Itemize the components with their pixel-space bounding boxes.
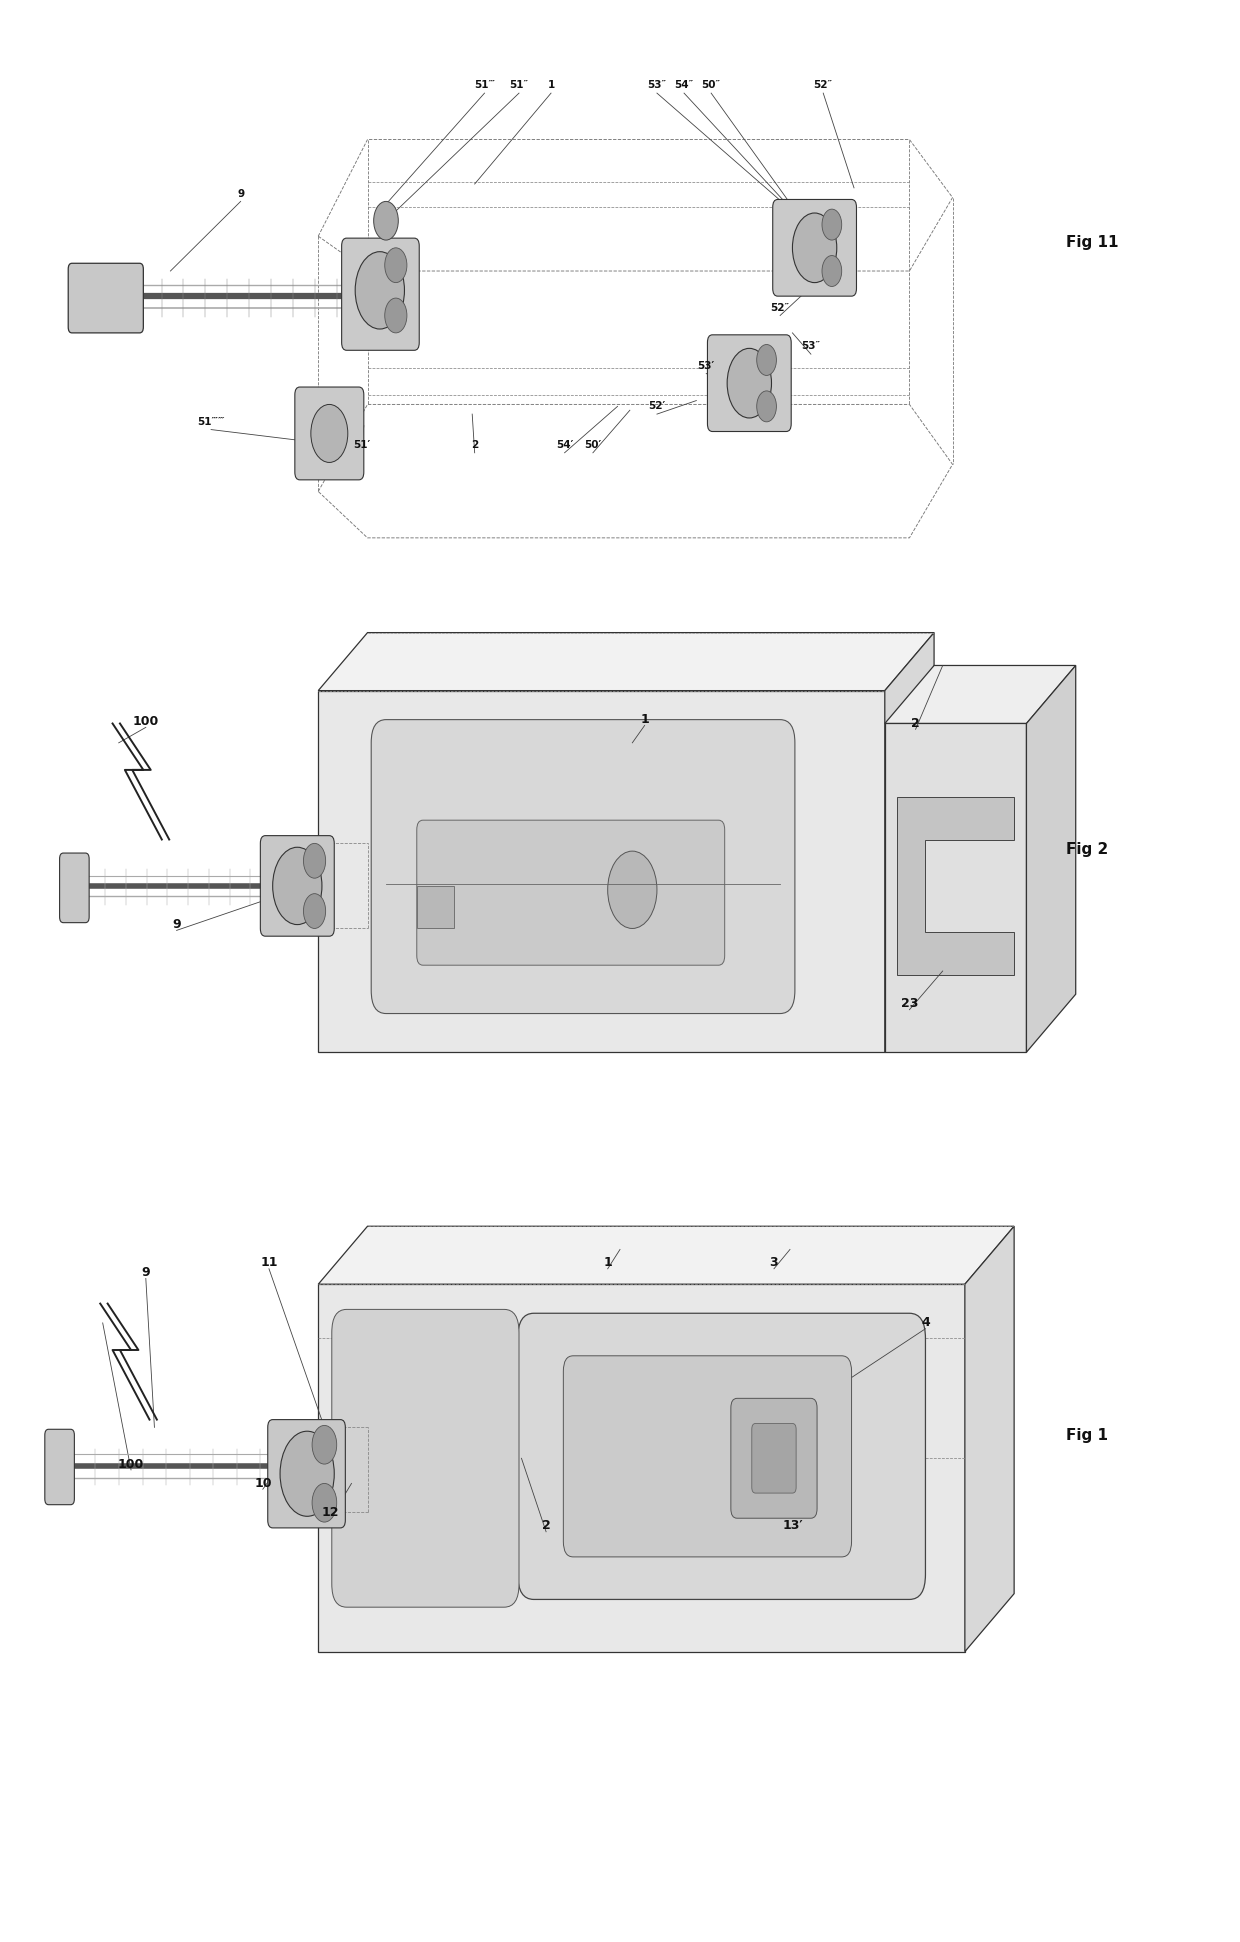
Text: 3: 3 <box>770 1256 779 1270</box>
Text: 50″: 50″ <box>702 80 720 91</box>
Polygon shape <box>319 633 934 691</box>
Text: 11: 11 <box>260 1256 278 1270</box>
Text: 12: 12 <box>322 1505 340 1519</box>
Text: 10: 10 <box>254 1478 272 1490</box>
FancyBboxPatch shape <box>332 1309 520 1608</box>
Polygon shape <box>1027 666 1076 1053</box>
Text: 13′: 13′ <box>782 1519 802 1532</box>
Text: 51‴: 51‴ <box>474 80 495 91</box>
Text: 54′: 54′ <box>556 441 573 451</box>
Text: 54″: 54″ <box>675 80 693 91</box>
Text: 52″: 52″ <box>770 303 790 313</box>
Text: 100: 100 <box>133 715 159 728</box>
Circle shape <box>727 348 771 418</box>
Polygon shape <box>897 796 1014 975</box>
Circle shape <box>822 256 842 287</box>
Text: 1: 1 <box>640 713 649 726</box>
Circle shape <box>304 843 326 878</box>
Circle shape <box>273 847 322 924</box>
Text: 51′: 51′ <box>352 441 370 451</box>
Text: 2: 2 <box>542 1519 551 1532</box>
Circle shape <box>355 252 404 328</box>
Circle shape <box>312 1484 337 1523</box>
Text: 51‴‴: 51‴‴ <box>197 418 224 427</box>
Circle shape <box>756 390 776 421</box>
FancyBboxPatch shape <box>773 200 857 295</box>
Circle shape <box>280 1431 335 1517</box>
Circle shape <box>608 851 657 928</box>
FancyBboxPatch shape <box>417 886 454 928</box>
Text: Fig 11: Fig 11 <box>1066 235 1118 249</box>
Polygon shape <box>319 1225 1014 1284</box>
FancyBboxPatch shape <box>268 1420 345 1528</box>
Text: 1: 1 <box>604 1256 613 1270</box>
FancyBboxPatch shape <box>708 334 791 431</box>
FancyBboxPatch shape <box>563 1356 852 1557</box>
FancyBboxPatch shape <box>45 1429 74 1505</box>
Circle shape <box>373 202 398 241</box>
Polygon shape <box>319 1284 965 1651</box>
FancyBboxPatch shape <box>342 239 419 350</box>
Text: Fig 2: Fig 2 <box>1066 841 1109 856</box>
Polygon shape <box>885 633 934 1053</box>
Circle shape <box>304 893 326 928</box>
FancyBboxPatch shape <box>371 720 795 1014</box>
Circle shape <box>311 404 347 462</box>
Polygon shape <box>319 691 885 1053</box>
FancyBboxPatch shape <box>417 820 724 965</box>
FancyBboxPatch shape <box>68 264 144 332</box>
FancyBboxPatch shape <box>60 853 89 922</box>
Circle shape <box>756 344 776 375</box>
Text: 2: 2 <box>911 717 920 730</box>
Polygon shape <box>885 724 1027 1053</box>
FancyBboxPatch shape <box>518 1313 925 1600</box>
Text: 52″: 52″ <box>813 80 833 91</box>
FancyBboxPatch shape <box>751 1423 796 1493</box>
Text: 53″: 53″ <box>801 342 821 352</box>
Text: 51″: 51″ <box>510 80 528 91</box>
Text: 9: 9 <box>141 1266 150 1280</box>
FancyBboxPatch shape <box>260 835 335 936</box>
Text: 9: 9 <box>237 188 244 198</box>
Text: 52′: 52′ <box>649 402 666 412</box>
Circle shape <box>822 210 842 241</box>
Text: 4: 4 <box>921 1317 930 1330</box>
Text: Fig 1: Fig 1 <box>1066 1427 1107 1443</box>
Circle shape <box>384 249 407 284</box>
Text: 100: 100 <box>118 1458 144 1470</box>
Circle shape <box>792 214 837 284</box>
Text: 53′: 53′ <box>698 361 714 371</box>
FancyBboxPatch shape <box>730 1398 817 1519</box>
FancyBboxPatch shape <box>295 386 363 480</box>
Text: 1: 1 <box>547 80 554 91</box>
Circle shape <box>384 297 407 332</box>
Polygon shape <box>965 1225 1014 1651</box>
Circle shape <box>312 1425 337 1464</box>
Text: 23: 23 <box>900 998 918 1010</box>
Text: 53″: 53″ <box>647 80 667 91</box>
Text: 2: 2 <box>471 441 479 451</box>
Polygon shape <box>885 666 1076 724</box>
Text: 50′: 50′ <box>584 441 601 451</box>
Text: 9: 9 <box>172 919 181 930</box>
